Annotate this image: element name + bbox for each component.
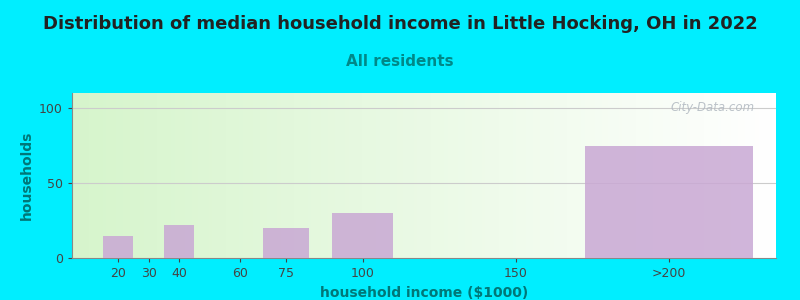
Bar <box>263 228 310 258</box>
Bar <box>164 225 194 258</box>
Bar <box>332 213 394 258</box>
Text: Distribution of median household income in Little Hocking, OH in 2022: Distribution of median household income … <box>42 15 758 33</box>
Text: City-Data.com: City-Data.com <box>670 101 755 114</box>
X-axis label: household income ($1000): household income ($1000) <box>320 286 528 300</box>
Y-axis label: households: households <box>19 131 34 220</box>
Bar <box>585 146 753 258</box>
Text: All residents: All residents <box>346 54 454 69</box>
Bar <box>102 236 134 258</box>
